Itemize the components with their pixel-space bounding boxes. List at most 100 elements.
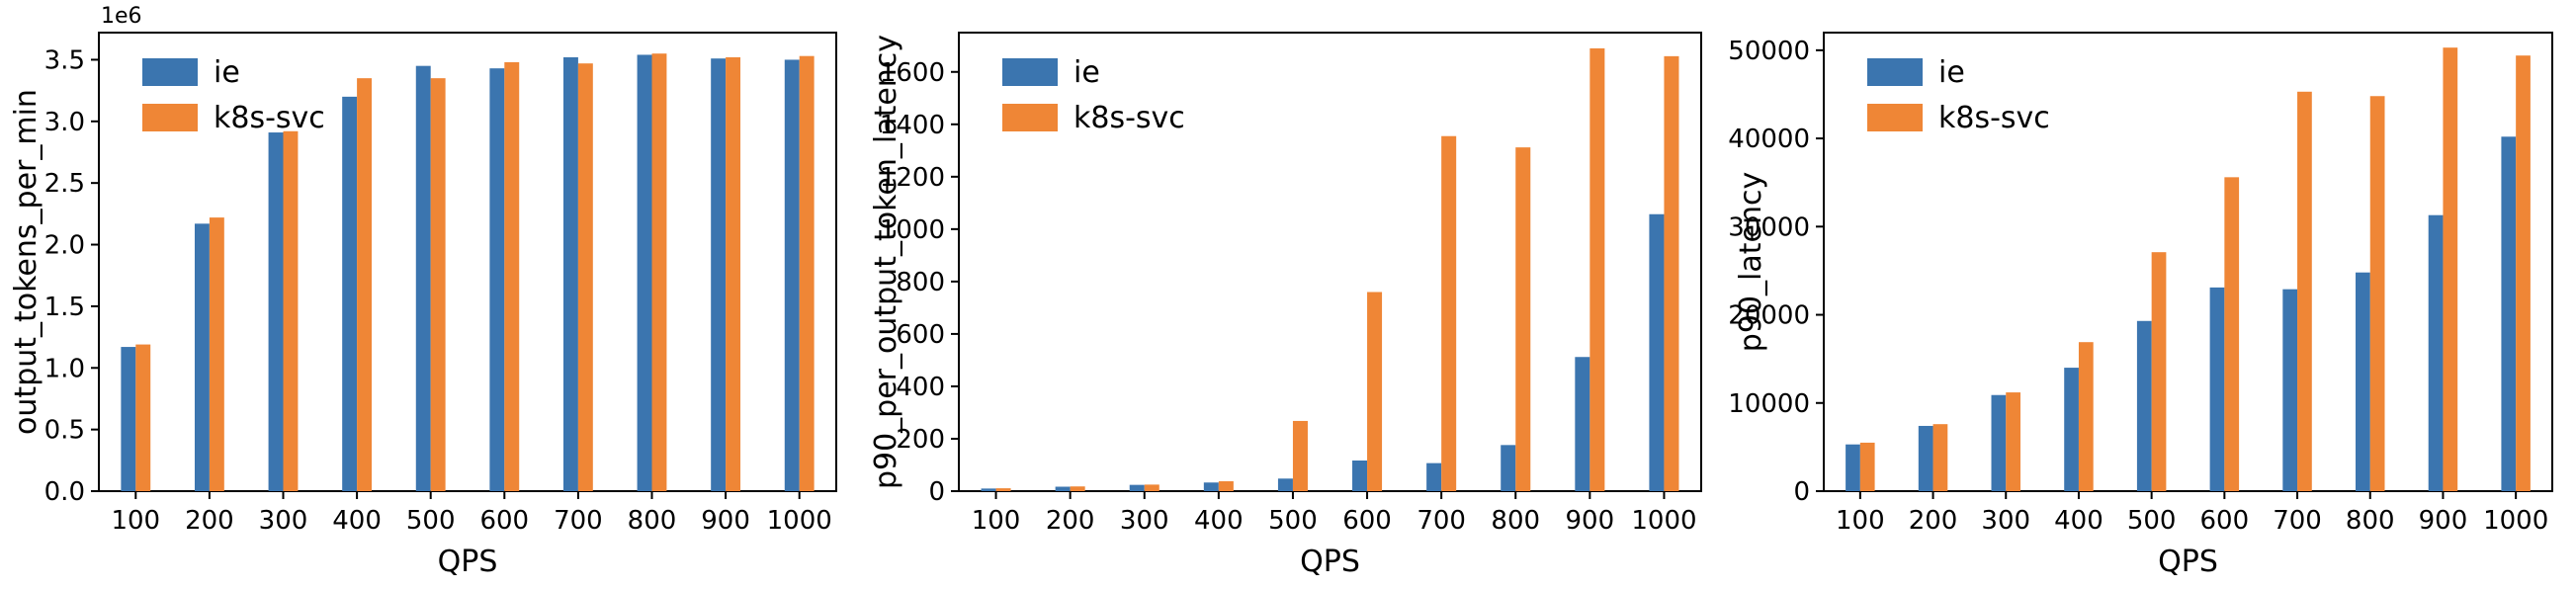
x-axis-label: QPS (2158, 545, 2218, 579)
y-tick-label: 10000 (1728, 389, 1810, 419)
bar-ie-1000 (1649, 213, 1665, 491)
legend-swatch-k8s-svc (142, 104, 198, 131)
bar-ie-300 (268, 132, 284, 491)
y-tick-label: 0 (928, 477, 945, 507)
bar-ie-700 (1426, 463, 1442, 491)
bar-k8s-svc-1000 (1664, 55, 1679, 492)
x-tick-label: 900 (2419, 506, 2468, 536)
y-tick-label: 30000 (1728, 212, 1810, 242)
bar-ie-900 (2428, 214, 2444, 491)
legend: ie k8s-svc (142, 55, 325, 135)
legend-swatch-k8s-svc (1867, 104, 1923, 131)
x-tick-label: 300 (259, 506, 308, 536)
x-tick-label: 600 (2200, 506, 2250, 536)
bar-k8s-svc-700 (2297, 91, 2312, 492)
y-axis-label: output_tokens_per_min (9, 89, 43, 435)
bar-ie-300 (1991, 394, 2007, 491)
bar-k8s-svc-500 (1292, 420, 1308, 491)
legend: ie k8s-svc (1002, 55, 1185, 135)
x-tick-label: 500 (1268, 506, 1318, 536)
bar-k8s-svc-800 (1515, 147, 1531, 491)
legend-swatch-ie (142, 58, 198, 86)
x-tick-label: 900 (701, 506, 750, 536)
bar-k8s-svc-600 (2224, 177, 2240, 492)
bar-ie-800 (2356, 272, 2370, 491)
x-tick-label: 1000 (767, 506, 832, 536)
bar-ie-500 (1277, 478, 1293, 491)
y-axis-label: p90_per_output_token_latency (869, 35, 903, 489)
bar-ie-700 (2282, 289, 2298, 491)
bar-ie-500 (2136, 320, 2152, 491)
chart-p90-per-output-token-latency: 0 200 400 600 800 1000 1200 1400 1600 100 200 300 40… (860, 0, 1725, 585)
bar-ie-1000 (2501, 136, 2517, 492)
bar-k8s-svc-1000 (799, 55, 815, 492)
y-tick-label: 3.0 (44, 108, 85, 137)
bar-k8s-svc-900 (2443, 47, 2458, 492)
x-tick-label: 100 (972, 506, 1021, 536)
legend-swatch-k8s-svc (1002, 104, 1058, 131)
bar-ie-800 (1501, 445, 1516, 491)
y-tick-label: 600 (896, 320, 945, 350)
x-axis-label: QPS (438, 545, 498, 579)
y-tick-label: 1200 (880, 163, 945, 193)
bar-k8s-svc-300 (2006, 392, 2020, 491)
y-tick-label: 50000 (1728, 37, 1810, 66)
bar-ie-200 (194, 223, 210, 492)
bar-k8s-svc-600 (1367, 292, 1383, 491)
bar-ie-300 (1129, 484, 1145, 491)
bar-k8s-svc-900 (1589, 47, 1605, 492)
bar-ie-100 (1846, 444, 1860, 491)
bar-ie-200 (1055, 486, 1071, 491)
bar-ie-400 (342, 96, 358, 491)
bar-k8s-svc-500 (2151, 252, 2167, 491)
legend-label-k8s-svc: k8s-svc (214, 101, 325, 135)
bar-k8s-svc-600 (504, 61, 520, 491)
bar-ie-600 (489, 68, 505, 491)
x-tick-label: 400 (332, 506, 382, 536)
bar-ie-800 (637, 54, 652, 492)
bar-k8s-svc-100 (135, 344, 151, 491)
bar-ie-700 (562, 56, 578, 492)
bar-k8s-svc-300 (283, 130, 299, 491)
legend-swatch-ie (1002, 58, 1058, 86)
x-tick-label: 400 (1194, 506, 1244, 536)
x-tick-label: 600 (479, 506, 529, 536)
x-tick-label: 800 (2346, 506, 2395, 536)
bar-k8s-svc-900 (726, 56, 741, 492)
y-tick-label: 0 (1793, 477, 1810, 507)
chart-svg: 0 10000 20000 30000 40000 50000 100 200 300 400 50… (1728, 32, 2553, 579)
bar-ie-900 (711, 58, 727, 492)
bar-k8s-svc-200 (1070, 486, 1085, 491)
x-tick-label: 500 (2127, 506, 2177, 536)
bar-k8s-svc-800 (651, 53, 667, 492)
y-tick-label: 400 (896, 373, 945, 402)
legend-label-k8s-svc: k8s-svc (1073, 101, 1185, 135)
offset-text: 1e6 (101, 4, 142, 29)
x-tick-label: 600 (1342, 506, 1392, 536)
y-tick-label: 1.0 (44, 354, 85, 383)
bar-ie-400 (1203, 482, 1219, 491)
x-tick-label: 700 (2273, 506, 2322, 536)
x-tick-label: 300 (1120, 506, 1169, 536)
x-tick-label: 800 (628, 506, 677, 536)
legend: ie k8s-svc (1867, 55, 2050, 135)
bar-k8s-svc-300 (1144, 484, 1159, 491)
x-tick-label: 400 (2054, 506, 2104, 536)
bar-ie-400 (2064, 368, 2079, 491)
legend-label-k8s-svc: k8s-svc (1938, 101, 2050, 135)
x-tick-label: 200 (1909, 506, 1958, 536)
y-tick-label: 40000 (1728, 125, 1810, 154)
bar-ie-600 (1352, 460, 1368, 491)
chart-svg: 0.0 0.5 1.0 1.5 2.0 2.5 3.0 3.5 100 200 300 400 500 6… (9, 4, 837, 579)
y-tick-label: 1.5 (44, 293, 85, 322)
bar-k8s-svc-1000 (2516, 55, 2531, 491)
bar-k8s-svc-200 (209, 217, 224, 491)
x-tick-label: 700 (554, 506, 603, 536)
bar-ie-500 (415, 65, 431, 491)
bar-k8s-svc-200 (1932, 424, 1948, 491)
legend-swatch-ie (1867, 58, 1923, 86)
bar-k8s-svc-700 (577, 63, 593, 491)
x-tick-label: 300 (1981, 506, 2030, 536)
y-tick-label: 0.0 (44, 477, 85, 507)
